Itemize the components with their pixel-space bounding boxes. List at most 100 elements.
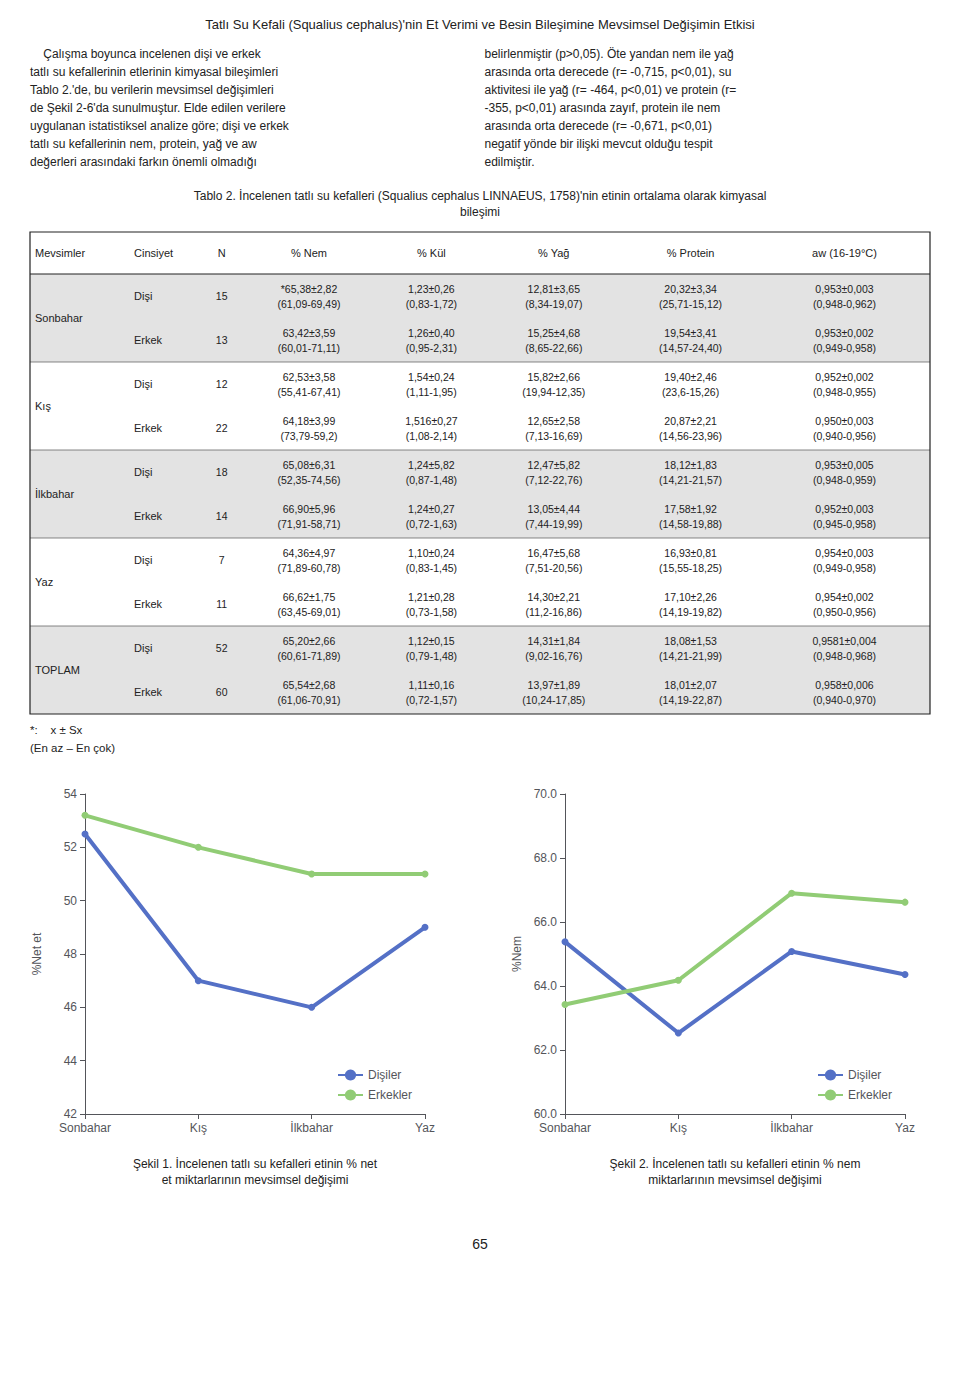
svg-text:(0,72-1,63): (0,72-1,63) — [406, 518, 457, 530]
svg-text:15: 15 — [216, 290, 228, 302]
svg-text:1,24±5,82: 1,24±5,82 — [408, 459, 455, 471]
svg-text:1,23±0,26: 1,23±0,26 — [408, 283, 455, 295]
svg-text:20,32±3,34: 20,32±3,34 — [664, 283, 717, 295]
svg-text:tatlı su kefallerinin etlerini: tatlı su kefallerinin etlerinin kimyasal… — [30, 65, 278, 79]
svg-text:65,54±2,68: 65,54±2,68 — [283, 679, 336, 691]
svg-text:(14,57-24,40): (14,57-24,40) — [659, 342, 722, 354]
svg-text:63,42±3,59: 63,42±3,59 — [283, 327, 336, 339]
svg-text:Sonbahar: Sonbahar — [59, 1121, 111, 1135]
svg-text:aw (16-19°C): aw (16-19°C) — [812, 247, 877, 259]
svg-text:Erkek: Erkek — [134, 334, 163, 346]
svg-text:Erkek: Erkek — [134, 598, 163, 610]
svg-text:19,40±2,46: 19,40±2,46 — [664, 371, 717, 383]
svg-text:60.0: 60.0 — [534, 1107, 558, 1121]
svg-text:20,87±2,21: 20,87±2,21 — [664, 415, 717, 427]
svg-text:16,93±0,81: 16,93±0,81 — [664, 547, 717, 559]
svg-text:(7,51-20,56): (7,51-20,56) — [525, 562, 582, 574]
svg-text:(61,09-69,49): (61,09-69,49) — [277, 298, 340, 310]
svg-text:(10,24-17,85): (10,24-17,85) — [522, 694, 585, 706]
svg-text:(0,83-1,45): (0,83-1,45) — [406, 562, 457, 574]
svg-text:16,47±5,68: 16,47±5,68 — [528, 547, 581, 559]
svg-text:İlkbahar: İlkbahar — [770, 1121, 813, 1135]
svg-text:Yaz: Yaz — [415, 1121, 435, 1135]
svg-text:15,82±2,66: 15,82±2,66 — [528, 371, 581, 383]
svg-text:66,90±5,96: 66,90±5,96 — [283, 503, 336, 515]
svg-text:52: 52 — [64, 840, 78, 854]
svg-text:(0,72-1,57): (0,72-1,57) — [406, 694, 457, 706]
svg-text:edilmiştir.: edilmiştir. — [485, 155, 535, 169]
svg-text:Kış: Kış — [670, 1121, 687, 1135]
svg-text:1,10±0,24: 1,10±0,24 — [408, 547, 455, 559]
svg-text:12,65±2,58: 12,65±2,58 — [528, 415, 581, 427]
svg-text:Mevsimler: Mevsimler — [35, 247, 85, 259]
svg-text:Erkek: Erkek — [134, 422, 163, 434]
svg-text:(En az – En çok): (En az – En çok) — [30, 742, 115, 754]
svg-text:14: 14 — [216, 510, 228, 522]
svg-text:44: 44 — [64, 1054, 78, 1068]
svg-text:(15,55-18,25): (15,55-18,25) — [659, 562, 722, 574]
svg-text:(0,948-0,959): (0,948-0,959) — [813, 474, 876, 486]
svg-text:tatlı su kefallerinin nem, pro: tatlı su kefallerinin nem, protein, yağ … — [30, 137, 257, 151]
svg-text:(19,94-12,35): (19,94-12,35) — [522, 386, 585, 398]
svg-text:12,81±3,65: 12,81±3,65 — [528, 283, 581, 295]
svg-text:İlkbahar: İlkbahar — [35, 488, 74, 500]
svg-text:uygulanan istatistiksel analiz: uygulanan istatistiksel analize göre; di… — [30, 119, 290, 133]
svg-text:0,952±0,003: 0,952±0,003 — [815, 503, 873, 515]
svg-text:(7,12-22,76): (7,12-22,76) — [525, 474, 582, 486]
svg-text:(61,06-70,91): (61,06-70,91) — [277, 694, 340, 706]
svg-text:TOPLAM: TOPLAM — [35, 664, 80, 676]
svg-text:Cinsiyet: Cinsiyet — [134, 247, 173, 259]
svg-text:arasında orta derecede (r= -0,: arasında orta derecede (r= -0,715, p<0,0… — [485, 65, 732, 79]
svg-text:(0,73-1,58): (0,73-1,58) — [406, 606, 457, 618]
svg-text:64,36±4,97: 64,36±4,97 — [283, 547, 336, 559]
svg-text:7: 7 — [219, 554, 225, 566]
svg-text:13,97±1,89: 13,97±1,89 — [528, 679, 581, 691]
svg-text:Tablo 2.'de, bu verilerin mevs: Tablo 2.'de, bu verilerin mevsimsel deği… — [30, 83, 274, 97]
svg-text:19,54±3,41: 19,54±3,41 — [664, 327, 717, 339]
svg-text:11: 11 — [216, 598, 227, 610]
svg-text:(0,949-0,958): (0,949-0,958) — [813, 562, 876, 574]
svg-text:Erkek: Erkek — [134, 686, 163, 698]
svg-text:de Şekil 2-6'da sunulmuştur. E: de Şekil 2-6'da sunulmuştur. Elde edilen… — [30, 101, 286, 115]
svg-text:Şekil 1. İncelenen tatlı su ke: Şekil 1. İncelenen tatlı su kefalleri et… — [133, 1157, 378, 1171]
svg-text:(1,08-2,14): (1,08-2,14) — [406, 430, 457, 442]
svg-text:Dişi: Dişi — [134, 378, 152, 390]
svg-text:1,516±0,27: 1,516±0,27 — [405, 415, 458, 427]
svg-text:(14,58-19,88): (14,58-19,88) — [659, 518, 722, 530]
svg-text:(60,61-71,89): (60,61-71,89) — [277, 650, 340, 662]
svg-text:14,30±2,21: 14,30±2,21 — [528, 591, 581, 603]
svg-text:65: 65 — [472, 1236, 488, 1252]
svg-text:(8,65-22,66): (8,65-22,66) — [525, 342, 582, 354]
svg-text:*: x ± Sx: *: x ± Sx — [30, 724, 83, 736]
svg-text:%Net et: %Net et — [30, 932, 44, 975]
svg-text:Tablo 2. İncelenen tatlı su ke: Tablo 2. İncelenen tatlı su kefalleri (S… — [194, 189, 767, 203]
svg-text:18,08±1,53: 18,08±1,53 — [664, 635, 717, 647]
svg-text:(1,11-1,95): (1,11-1,95) — [406, 386, 457, 398]
svg-text:(0,83-1,72): (0,83-1,72) — [406, 298, 457, 310]
svg-text:% Protein: % Protein — [667, 247, 715, 259]
svg-text:62.0: 62.0 — [534, 1043, 558, 1057]
svg-text:0,958±0,006: 0,958±0,006 — [815, 679, 873, 691]
svg-text:(9,02-16,76): (9,02-16,76) — [525, 650, 582, 662]
svg-text:0,953±0,005: 0,953±0,005 — [815, 459, 873, 471]
svg-text:(0,949-0,958): (0,949-0,958) — [813, 342, 876, 354]
svg-text:(60,01-71,11): (60,01-71,11) — [278, 342, 340, 354]
svg-text:(63,45-69,01): (63,45-69,01) — [277, 606, 340, 618]
svg-text:1,21±0,28: 1,21±0,28 — [408, 591, 455, 603]
svg-text:0,953±0,003: 0,953±0,003 — [815, 283, 873, 295]
svg-text:arasında orta derecede (r= -0,: arasında orta derecede (r= -0,671, p<0,0… — [485, 119, 712, 133]
svg-text:(0,945-0,958): (0,945-0,958) — [813, 518, 876, 530]
svg-text:60: 60 — [216, 686, 228, 698]
svg-text:46: 46 — [64, 1000, 78, 1014]
svg-text:65,20±2,66: 65,20±2,66 — [283, 635, 336, 647]
svg-text:-355, p<0,01) arasında zayıf,: -355, p<0,01) arasında zayıf, protein il… — [485, 101, 721, 115]
svg-text:65,08±6,31: 65,08±6,31 — [283, 459, 336, 471]
svg-text:0,9581±0,004: 0,9581±0,004 — [812, 635, 876, 647]
svg-text:48: 48 — [64, 947, 78, 961]
svg-text:%Nem: %Nem — [510, 936, 524, 972]
svg-text:(14,21-21,57): (14,21-21,57) — [659, 474, 722, 486]
svg-text:(0,950-0,956): (0,950-0,956) — [813, 606, 876, 618]
svg-text:Dişi: Dişi — [134, 290, 152, 302]
svg-text:17,58±1,92: 17,58±1,92 — [664, 503, 717, 515]
svg-text:(71,89-60,78): (71,89-60,78) — [277, 562, 340, 574]
